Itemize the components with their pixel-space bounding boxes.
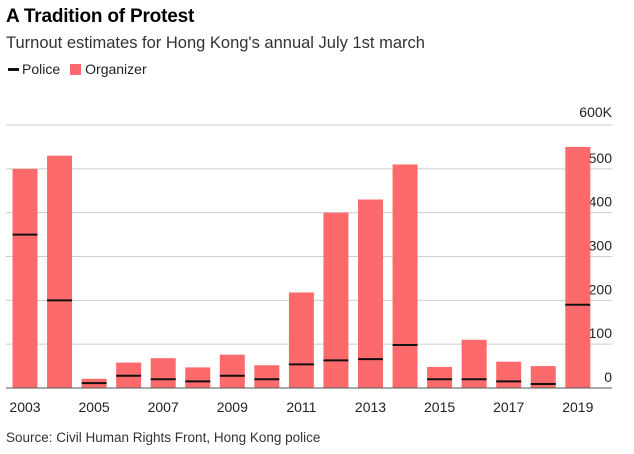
- bar-organizer-2016: [461, 339, 487, 388]
- legend-label-police: Police: [22, 61, 61, 77]
- bar-organizer-2004: [47, 155, 73, 388]
- legend-item-organizer: Organizer: [70, 61, 147, 77]
- y-tick-label: 200: [589, 281, 613, 297]
- x-tick-label: 2011: [286, 399, 316, 415]
- bar-organizer-2008: [185, 367, 211, 388]
- bar-organizer-2012: [323, 212, 349, 388]
- y-tick-label: 600K: [579, 104, 612, 120]
- legend-label-organizer: Organizer: [85, 61, 147, 77]
- legend: Police Organizer: [8, 61, 157, 77]
- chart-title: A Tradition of Protest: [6, 6, 195, 27]
- x-tick-label: 2009: [217, 399, 248, 415]
- bar-organizer-2014: [392, 164, 418, 388]
- legend-item-police: Police: [8, 61, 60, 77]
- bar-organizer-2017: [496, 361, 522, 388]
- bar-organizer-2007: [150, 358, 176, 388]
- legend-swatch-police: [8, 67, 19, 71]
- x-tick-label: 2017: [493, 399, 524, 415]
- x-tick-label: 2007: [148, 399, 179, 415]
- legend-swatch-organizer: [70, 63, 82, 75]
- y-tick-label: 300: [589, 238, 613, 254]
- x-tick-label: 2013: [355, 399, 386, 415]
- chart-subtitle: Turnout estimates for Hong Kong's annual…: [6, 34, 425, 52]
- y-tick-label: 100: [589, 325, 613, 341]
- x-tick-label: 2015: [424, 399, 455, 415]
- x-tick-label: 2005: [79, 399, 110, 415]
- y-tick-label: 500: [589, 150, 613, 166]
- bar-organizer-2015: [427, 366, 453, 388]
- bar-organizer-2013: [358, 199, 383, 388]
- y-tick-label: 400: [589, 194, 613, 210]
- y-tick-label: 0: [604, 369, 612, 385]
- bar-organizer-2010: [254, 365, 280, 388]
- source-note: Source: Civil Human Rights Front, Hong K…: [6, 430, 321, 445]
- bar-organizer-2011: [288, 292, 314, 388]
- bar-organizer-2018: [530, 366, 556, 388]
- bar-organizer-2003: [12, 168, 38, 388]
- x-tick-label: 2003: [9, 399, 40, 415]
- bar-organizer-2019: [565, 146, 591, 388]
- x-tick-label: 2019: [562, 399, 593, 415]
- bar-organizer-2009: [219, 354, 245, 388]
